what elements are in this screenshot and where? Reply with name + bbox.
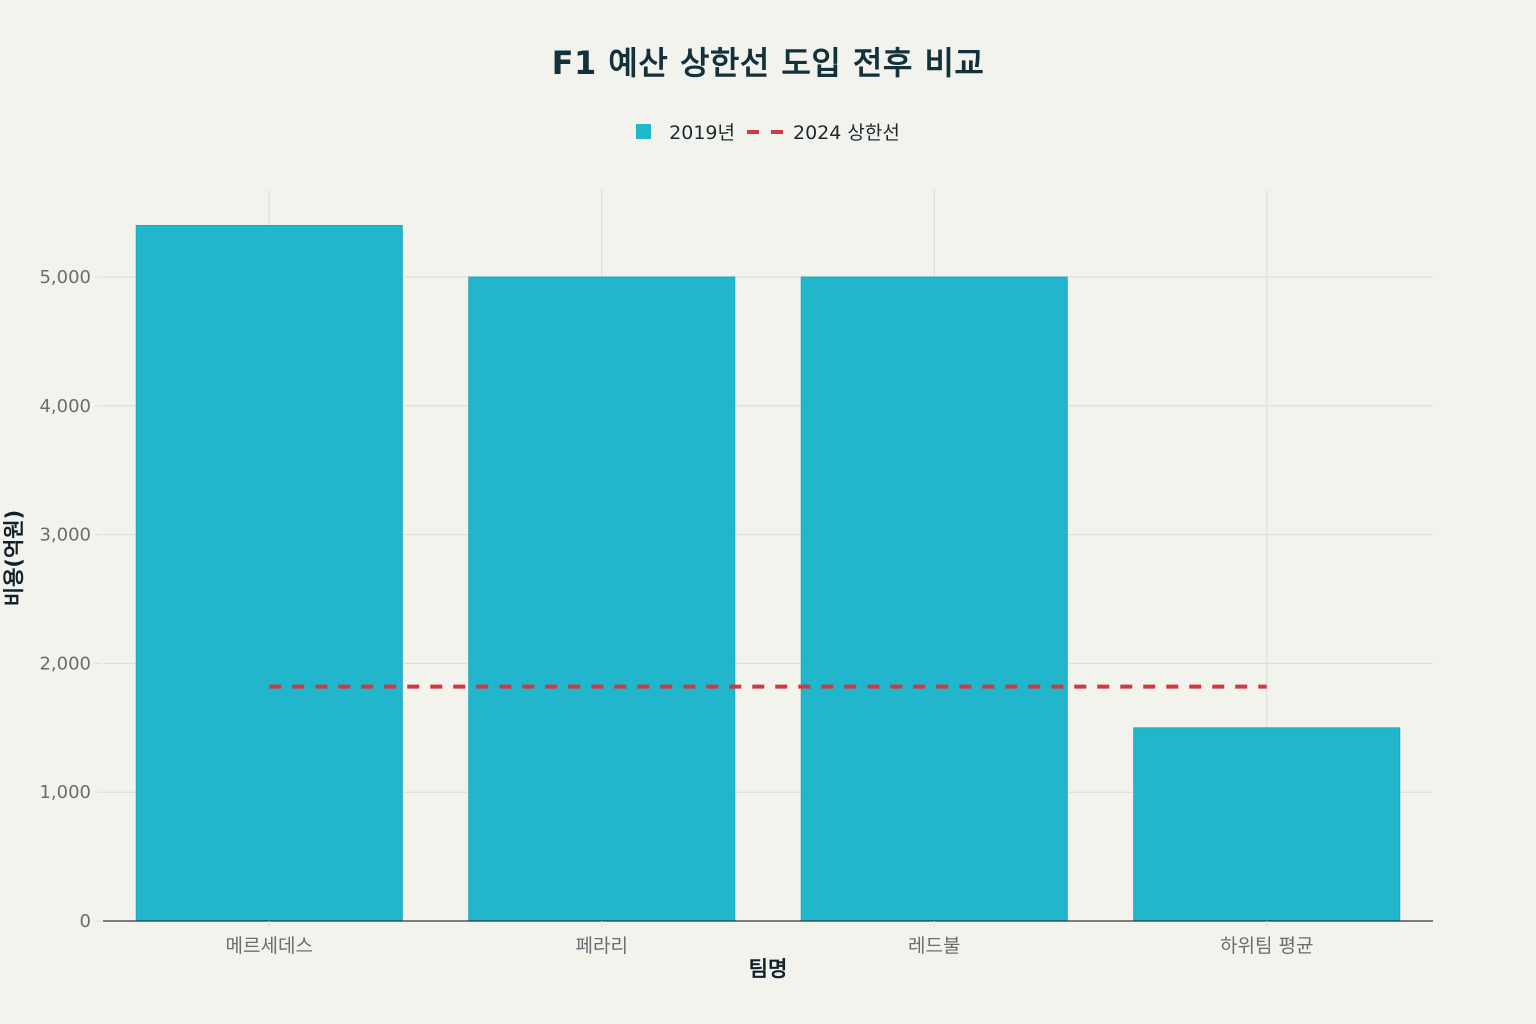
y-tick-label: 3,000 [39,525,91,546]
chart-title: F1 예산 상한선 도입 전후 비교 [551,44,985,82]
legend-item-2024-cap[interactable]: 2024 상한선 [747,118,900,145]
x-tick-label: 하위팀 평균 [1220,935,1313,957]
y-tick-label: 4,000 [39,396,91,417]
legend-label-2019: 2019년 [669,122,735,144]
x-tick-label: 페라리 [576,935,628,957]
legend: 2019년 2024 상한선 [0,118,1536,145]
y-tick-label: 5,000 [39,267,91,288]
x-axis-title: 팀명 [748,957,788,981]
y-tick-label: 2,000 [39,653,91,674]
legend-item-2019[interactable]: 2019년 [636,118,735,145]
bar-3[interactable] [1133,727,1401,922]
legend-label-2024-cap: 2024 상한선 [793,122,900,144]
y-tick-label: 0 [80,911,91,932]
bar-1[interactable] [468,276,736,922]
y-axis-title: 비용(억원) [2,509,26,607]
x-tick-label: 레드불 [908,935,960,957]
x-tick-label: 메르세데스 [226,935,313,957]
y-tick-label: 1,000 [39,782,91,803]
bar-2[interactable] [800,276,1068,922]
bar-0[interactable] [135,224,403,922]
bar-swatch-icon [636,124,652,139]
dashed-line-swatch-icon [747,129,783,134]
